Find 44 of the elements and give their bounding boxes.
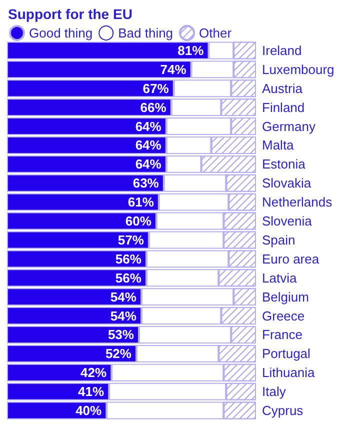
data-label: 52% xyxy=(105,346,132,362)
y-tick-label: Greece xyxy=(262,308,305,324)
y-tick-label: Latvia xyxy=(262,270,298,286)
y-tick-label: Austria xyxy=(262,80,304,96)
data-label: 41% xyxy=(78,384,105,400)
y-tick-label: Luxembourg xyxy=(262,62,334,77)
data-label: 64% xyxy=(135,138,162,153)
y-tick-label: Slovakia xyxy=(262,176,312,191)
data-label: 54% xyxy=(110,289,137,304)
y-tick-label: Germany xyxy=(262,118,316,134)
data-label: 61% xyxy=(128,194,154,210)
y-tick-label: Slovenia xyxy=(262,214,313,229)
y-tick-label: Ireland xyxy=(262,42,302,58)
data-label: 81% xyxy=(178,42,204,58)
y-tick-label: Euro area xyxy=(262,251,320,266)
y-tick-label: Estonia xyxy=(262,156,306,172)
y-tick-label: Malta xyxy=(262,138,295,153)
legend-label: Good thing xyxy=(29,26,93,40)
y-tick-label: Lithuania xyxy=(262,365,316,380)
data-label: 67% xyxy=(142,80,170,96)
y-tick-label: Cyprus xyxy=(262,403,304,418)
data-label: 74% xyxy=(160,62,187,77)
legend-label: Other xyxy=(199,26,232,40)
data-label: 42% xyxy=(80,365,108,380)
y-tick-label: Spain xyxy=(262,232,296,248)
y-tick-label: Italy xyxy=(262,384,286,400)
data-label: 53% xyxy=(108,327,134,342)
data-label: 57% xyxy=(118,232,144,248)
legend-label: Bad thing xyxy=(118,26,174,40)
y-tick-label: Netherlands xyxy=(262,194,333,210)
data-label: 56% xyxy=(115,270,142,286)
data-label: 56% xyxy=(115,251,142,266)
data-label: 60% xyxy=(125,214,152,229)
data-label: 63% xyxy=(132,176,160,191)
data-label: 54% xyxy=(110,308,137,324)
y-tick-label: Finland xyxy=(262,100,305,115)
data-label: 40% xyxy=(76,403,102,418)
y-tick-label: Portugal xyxy=(262,346,311,362)
y-tick-label: Belgium xyxy=(262,289,309,304)
data-label: 64% xyxy=(135,118,162,134)
data-label: 64% xyxy=(135,156,162,172)
chart-title: Support for the EU xyxy=(8,6,132,22)
y-tick-label: France xyxy=(262,327,302,342)
data-label: 66% xyxy=(140,100,167,115)
